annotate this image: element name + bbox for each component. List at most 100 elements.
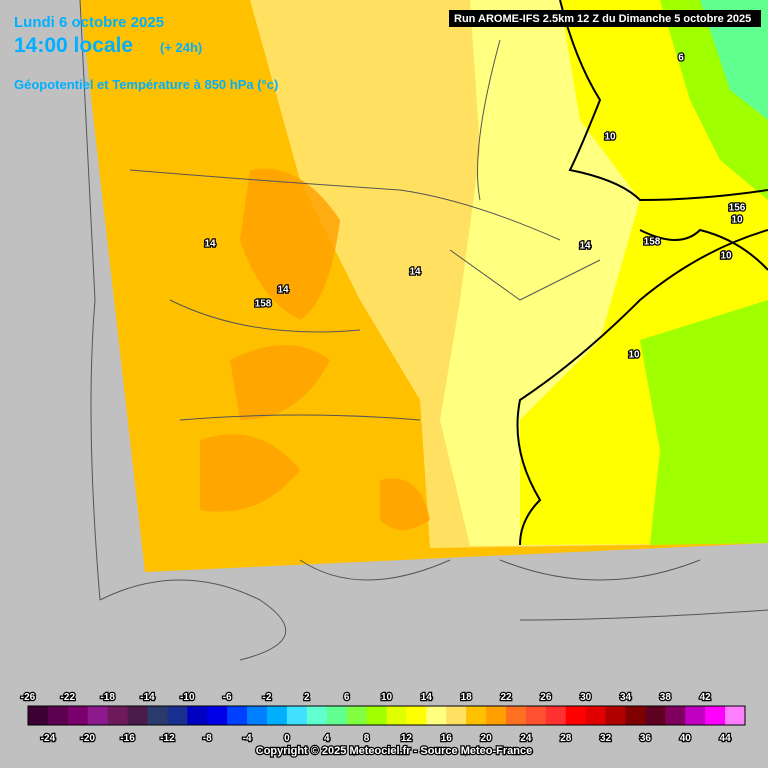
field-green-2 (700, 0, 768, 120)
copyright: Copyright © 2025 Meteociel.fr - Source M… (256, 745, 532, 757)
contour-label: 10 (731, 215, 743, 226)
parameter: Géopotentiel et Température à 850 hPa (°… (14, 77, 278, 92)
legend-swatch (227, 706, 248, 725)
legend-label: 28 (560, 733, 572, 744)
legend-swatch (366, 706, 387, 725)
legend-swatch (665, 706, 686, 725)
legend-label: 4 (324, 733, 330, 744)
legend-label: 34 (620, 692, 632, 703)
legend-label: -14 (140, 692, 155, 703)
legend-label: -6 (223, 692, 232, 703)
time: 14:00 locale (14, 34, 133, 57)
contour-label: 6 (678, 53, 684, 64)
legend-label: -8 (203, 733, 212, 744)
contour-label: 10 (628, 350, 640, 361)
legend-swatch (565, 706, 587, 725)
legend-swatch (525, 706, 547, 725)
contour-label: 14 (579, 241, 591, 252)
legend-label: 40 (680, 733, 692, 744)
legend-swatch (446, 706, 467, 725)
legend-swatch (605, 706, 626, 725)
legend-swatch (326, 706, 348, 725)
legend-swatch (585, 706, 607, 725)
legend-swatch (67, 706, 89, 725)
legend-label: 20 (481, 733, 493, 744)
legend-swatch (107, 706, 129, 725)
run-info: Run AROME-IFS 2.5km 12 Z du Dimanche 5 o… (454, 13, 751, 25)
contour-label: 14 (204, 239, 216, 250)
field-green-3 (640, 300, 768, 545)
legend-swatch (705, 706, 726, 725)
legend-swatch (346, 706, 368, 725)
contour-label: 156 (729, 203, 746, 214)
legend-label: 10 (381, 692, 393, 703)
legend-swatch (725, 706, 746, 725)
legend-label: 38 (660, 692, 672, 703)
contour-label: 14 (579, 241, 591, 252)
run-banner (449, 10, 761, 27)
legend-swatch (506, 706, 527, 725)
contour-label: 10 (604, 132, 616, 143)
legend-label: 18 (461, 692, 473, 703)
legend-swatch (127, 706, 148, 725)
legend-label: 30 (580, 692, 592, 703)
legend-label: 22 (500, 692, 512, 703)
legend-swatch (386, 706, 407, 725)
legend-swatch (167, 706, 188, 725)
legend-swatch (87, 706, 109, 725)
legend-swatch (625, 706, 646, 725)
legend-label: -10 (180, 692, 195, 703)
contour-label: 158 (644, 237, 661, 248)
legend-label: 36 (640, 733, 652, 744)
legend-swatch (247, 706, 268, 725)
legend-label: -24 (41, 733, 56, 744)
legend-label: 26 (540, 692, 552, 703)
legend-label: 12 (401, 733, 413, 744)
legend-swatch (406, 706, 427, 725)
date: Lundi 6 octobre 2025 (14, 14, 164, 31)
legend-swatch (486, 706, 507, 725)
legend-frame (27, 705, 746, 726)
legend-swatch (28, 706, 49, 725)
contour-label: 14 (277, 285, 289, 296)
legend-label: -22 (61, 692, 76, 703)
legend-label: 6 (344, 692, 350, 703)
legend-label: -20 (81, 733, 96, 744)
legend-swatch (545, 706, 567, 725)
legend: -26-24-22-20-18-16-14-12-10-8-6-4-202468… (20, 691, 746, 745)
legend-swatch (47, 706, 69, 725)
legend-label: 32 (600, 733, 612, 744)
legend-label: 8 (364, 733, 370, 744)
legend-label: 14 (421, 692, 433, 703)
legend-swatch (306, 706, 328, 725)
contour-label: 14 (409, 267, 421, 278)
legend-swatch (187, 706, 208, 725)
borders (79, 0, 768, 661)
legend-swatch (426, 706, 447, 725)
coastline (516, 0, 768, 546)
legend-label: 24 (520, 733, 532, 744)
legend-swatch (466, 706, 487, 725)
contour-label: 10 (720, 251, 732, 262)
legend-label: -4 (243, 733, 252, 744)
legend-label: 44 (720, 733, 732, 744)
contour-label: 158 (255, 299, 272, 310)
legend-swatch (645, 706, 666, 725)
legend-label: 2 (304, 692, 310, 703)
legend-label: -26 (21, 692, 36, 703)
legend-label: -12 (160, 733, 175, 744)
legend-swatch (207, 706, 228, 725)
legend-swatch (286, 706, 308, 725)
lead-time: (+ 24h) (160, 40, 202, 55)
contour-label: 10 (720, 251, 732, 262)
legend-label: -2 (263, 692, 272, 703)
legend-label: -18 (100, 692, 115, 703)
legend-label: 0 (284, 733, 290, 744)
legend-swatch (147, 706, 168, 725)
legend-swatch (685, 706, 706, 725)
legend-swatch (267, 706, 288, 725)
legend-label: -16 (120, 733, 135, 744)
legend-label: 16 (441, 733, 453, 744)
